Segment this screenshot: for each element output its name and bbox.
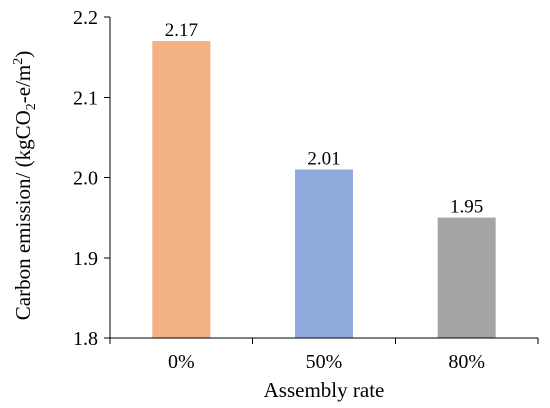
- y-axis-title-end: ): [11, 51, 35, 58]
- ticks-layer: [104, 16, 539, 344]
- y-axis-title-main: Carbon emission/ (kgCO: [11, 110, 35, 320]
- y-axis-title: Carbon emission/ (kgCO2-e/m2): [11, 51, 39, 320]
- x-category-label: 80%: [448, 351, 485, 373]
- bars-layer: [152, 41, 496, 338]
- y-axis-title-mid: -e/m: [11, 65, 35, 103]
- bar-data-label: 2.01: [307, 148, 340, 169]
- y-tick-label: 2.1: [73, 87, 98, 109]
- y-tick-label: 2.0: [73, 168, 98, 190]
- bar: [152, 41, 211, 338]
- bar-data-label: 2.17: [165, 20, 198, 41]
- x-axis-title: Assembly rate: [264, 378, 385, 402]
- y-tick-label: 2.2: [73, 7, 98, 29]
- y-axis-title-superscript: 2: [11, 58, 26, 65]
- y-tick-label: 1.9: [73, 248, 98, 270]
- labels-layer: 1.8 1.9 2.0 2.1 2.2 2.17 0% 2.01 50% 1.95 80%: [73, 7, 485, 373]
- x-category-label: 50%: [306, 351, 343, 373]
- bar-data-label: 1.95: [450, 197, 483, 218]
- y-tick-label: 1.8: [73, 328, 98, 350]
- y-axis-title-subscript: 2: [24, 103, 39, 110]
- bar: [295, 169, 353, 338]
- bar: [437, 217, 496, 338]
- x-category-label: 0%: [168, 351, 195, 373]
